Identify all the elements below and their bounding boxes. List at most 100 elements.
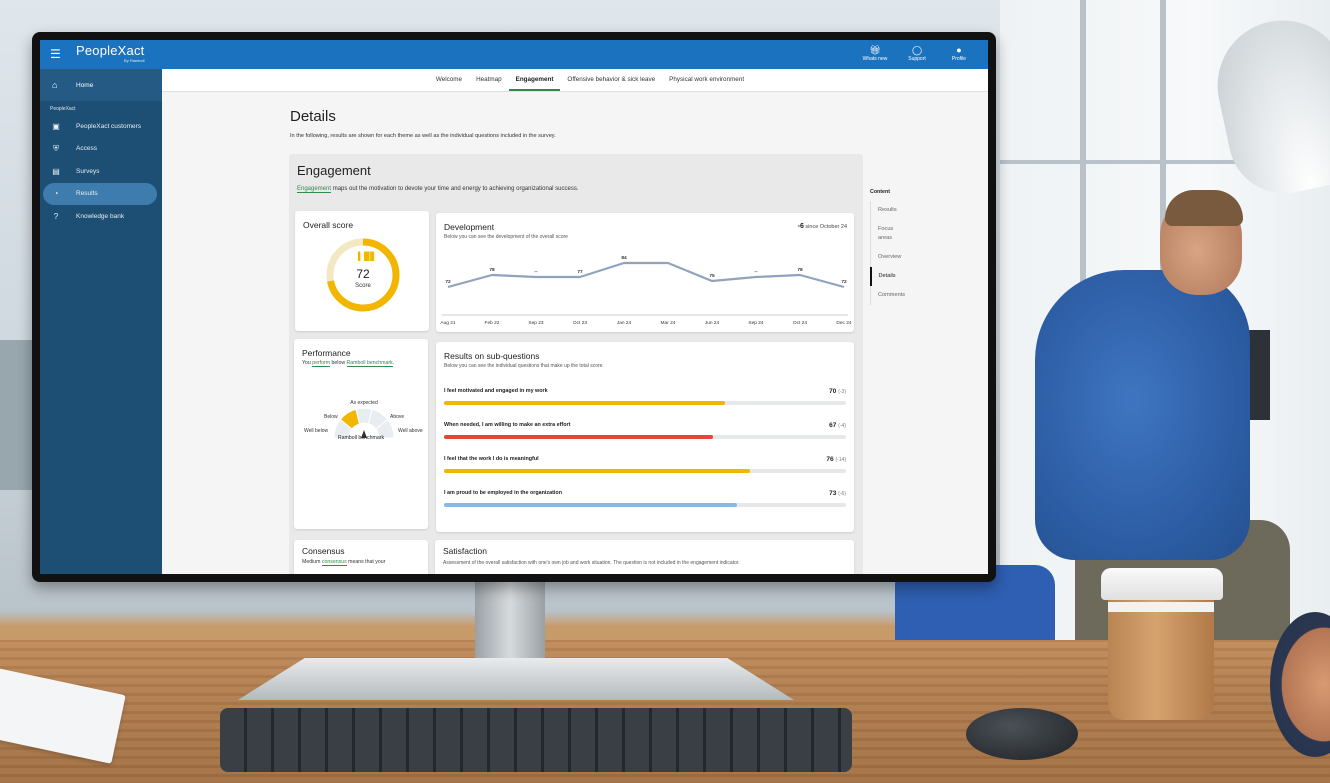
x-tick-label: Dec 24	[836, 320, 852, 326]
tab-physical-work-environment[interactable]: Physical work environment	[669, 76, 745, 83]
performance-text: You perform below Ramboll benchmark.	[302, 360, 395, 367]
home-icon: ⌂	[52, 80, 58, 90]
pie-chart-icon: ◔	[53, 189, 59, 198]
data-label: 72	[841, 279, 847, 285]
monitor-stand-neck	[475, 580, 545, 660]
user-icon: ●	[956, 45, 962, 55]
profile-label: Profile	[951, 56, 967, 62]
perform-link[interactable]: perform	[312, 360, 331, 367]
development-title: Development	[444, 222, 495, 232]
toc-title: Content	[870, 189, 891, 195]
overall-score-title: Overall score	[303, 220, 354, 230]
x-tick-label: Feb 22	[485, 320, 500, 326]
sub-question-label: I feel that the work I do is meaningful	[444, 456, 539, 462]
performance-title: Performance	[302, 348, 351, 358]
sq-change: (-6)	[838, 491, 846, 497]
sub-question-bar-fill	[444, 503, 738, 507]
tab-heatmap[interactable]: Heatmap	[476, 76, 502, 83]
sidebar-item-access[interactable]: ⛨ Access	[43, 138, 157, 160]
toc-item-focus-areas[interactable]: Focus areas	[878, 226, 894, 241]
satisfaction-text: Assessment of the overall satisfaction w…	[443, 560, 740, 566]
engagement-card: Engagement Engagement maps out the motiv…	[289, 154, 863, 574]
sidebar-home-label: Home	[76, 81, 94, 89]
whats-new-label: Whats new	[862, 56, 888, 62]
x-tick-label: Sep 23	[528, 320, 544, 326]
content-toc: Content Results Focus areas Overview Det…	[869, 189, 971, 305]
toc-item-details[interactable]: Details	[869, 267, 971, 286]
delta-value: -6	[797, 223, 804, 230]
support-button[interactable]: ◯ Support	[902, 45, 932, 63]
person-hair	[1165, 190, 1243, 226]
sidebar-section-label: PeopleXact	[50, 106, 76, 112]
consensus-link[interactable]: consensus	[321, 559, 347, 566]
sub-question-value: 73 (-6)	[829, 490, 846, 497]
data-label: 84	[621, 255, 627, 261]
profile-button[interactable]: ● Profile	[944, 45, 974, 63]
perf-text-mid: below	[330, 360, 347, 366]
sidebar-item-knowledge-bank[interactable]: ? Knowledge bank	[43, 205, 157, 227]
score-ring-graphic	[326, 238, 400, 312]
development-subtitle: Below you can see the development of the…	[444, 234, 568, 240]
x-tick-label: Sep 24	[748, 320, 764, 326]
engagement-link[interactable]: Engagement	[297, 186, 332, 193]
sidebar-item-surveys[interactable]: ▤ Surveys	[43, 160, 157, 182]
consensus-text: Medium consensus means that your	[302, 559, 386, 566]
sidebar-item-label: Surveys	[76, 167, 100, 175]
x-tick-label: Jun 24	[705, 320, 720, 326]
coffee-cup	[1108, 580, 1214, 720]
gauge-label-above: Above	[390, 414, 404, 420]
sidebar: ⌂ Home PeopleXact ▣ PeopleXact customers…	[40, 69, 162, 574]
toc-item-comments[interactable]: Comments	[878, 292, 906, 298]
sub-questions-title: Results on sub-questions	[444, 351, 540, 361]
brand-logo[interactable]: PeopleXact By Ramboll	[76, 44, 145, 64]
development-series-line	[447, 261, 845, 289]
sidebar-item-results[interactable]: ◔ Results	[43, 182, 157, 205]
whats-new-button[interactable]: 🎁︎ Whats new	[860, 45, 890, 63]
theme-tabs: Welcome Heatmap Engagement Offensive beh…	[162, 69, 988, 92]
bar-chart-icon: ▍▉▋	[358, 252, 377, 261]
sub-questions-panel: Results on sub-questions Below you can s…	[436, 342, 854, 532]
delta-suffix: since October 24	[805, 224, 847, 230]
gauge-label-as-expected: As expected	[350, 400, 378, 406]
coffee-cup-band	[1108, 602, 1214, 612]
tab-engagement[interactable]: Engagement	[508, 69, 561, 91]
data-label: --	[754, 270, 758, 275]
sub-question-label: When needed, I am willing to make an ext…	[444, 422, 571, 428]
x-tick-label: Mar 24	[661, 320, 676, 326]
data-label: 78	[489, 267, 495, 273]
sq-change: (-14)	[835, 457, 846, 463]
gauge-label-below: Below	[324, 414, 338, 420]
monitor-stand-base	[238, 658, 794, 700]
sq-score: 73	[829, 490, 837, 497]
sidebar-item-label: Results	[76, 190, 98, 197]
sub-question-bar-fill	[444, 401, 726, 405]
overall-score-label: Score	[355, 283, 371, 289]
consensus-text-rest: means that your	[346, 559, 386, 565]
page-title: Details	[290, 108, 336, 125]
menu-icon[interactable]: ☰	[50, 47, 61, 61]
development-delta: -6 since October 24	[798, 223, 847, 230]
screen: ☰ PeopleXact By Ramboll 🎁︎ Whats new ◯ S…	[40, 40, 988, 574]
sub-question-bar-fill	[444, 469, 750, 473]
perf-text-suffix: .	[392, 360, 395, 366]
coffee-cup-lid	[1101, 568, 1223, 600]
brand-sub: By Ramboll	[124, 58, 145, 63]
sub-question-bar-track	[444, 435, 846, 439]
page-intro: In the following, results are shown for …	[290, 133, 556, 139]
top-actions: 🎁︎ Whats new ◯ Support ● Profile	[860, 45, 974, 63]
sub-question-label: I am proud to be employed in the organiz…	[444, 490, 563, 496]
data-label: 72	[445, 279, 451, 285]
sidebar-item-home[interactable]: ⌂ Home	[40, 69, 162, 101]
tab-offensive-behavior[interactable]: Offensive behavior & sick leave	[567, 76, 656, 83]
gauge-label-well-above: Well above	[398, 428, 423, 434]
benchmark-link[interactable]: Ramboll benchmark	[346, 360, 393, 367]
sidebar-item-customers[interactable]: ▣ PeopleXact customers	[43, 115, 157, 137]
toc-item-overview[interactable]: Overview	[878, 254, 902, 260]
satisfaction-panel: Satisfaction Assessment of the overall s…	[435, 540, 854, 574]
toc-item-results[interactable]: Results	[878, 207, 897, 213]
gauge-segment-well-above	[375, 418, 395, 439]
tab-welcome[interactable]: Welcome	[435, 76, 463, 83]
sidebar-item-label: Knowledge bank	[76, 212, 125, 220]
development-line-chart: 72 Aug 21 78 Feb 22 -- Sep 23 77 Oct 23 84 Jan 24…	[440, 255, 852, 326]
sq-score: 67	[829, 422, 837, 429]
